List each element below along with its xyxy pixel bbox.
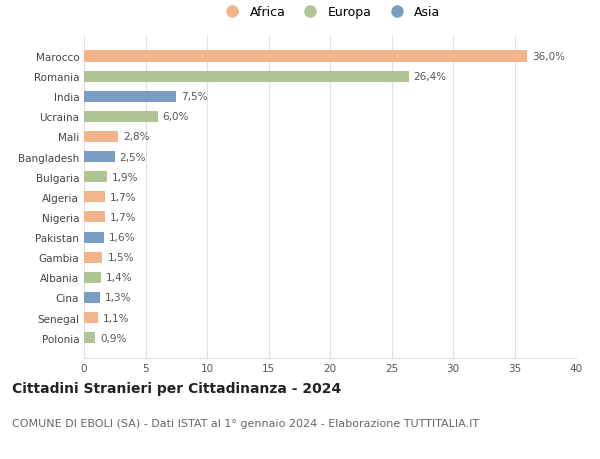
Text: 26,4%: 26,4% <box>413 72 447 82</box>
Text: 6,0%: 6,0% <box>163 112 189 122</box>
Bar <box>84 132 118 143</box>
Bar <box>84 212 105 223</box>
Text: 1,4%: 1,4% <box>106 273 133 283</box>
Bar <box>84 312 98 323</box>
Bar <box>84 292 100 303</box>
Text: 7,5%: 7,5% <box>181 92 208 102</box>
Text: 1,7%: 1,7% <box>110 213 136 223</box>
Text: 2,5%: 2,5% <box>119 152 146 162</box>
Text: Cittadini Stranieri per Cittadinanza - 2024: Cittadini Stranieri per Cittadinanza - 2… <box>12 381 341 395</box>
Text: 0,9%: 0,9% <box>100 333 127 343</box>
Legend: Africa, Europa, Asia: Africa, Europa, Asia <box>215 1 445 24</box>
Text: 1,1%: 1,1% <box>103 313 129 323</box>
Text: 1,6%: 1,6% <box>109 233 135 242</box>
Bar <box>84 192 105 203</box>
Text: 1,9%: 1,9% <box>112 172 139 182</box>
Bar <box>84 151 115 163</box>
Text: 1,5%: 1,5% <box>107 252 134 263</box>
Bar <box>84 91 176 102</box>
Bar <box>84 332 95 343</box>
Bar <box>84 252 103 263</box>
Bar <box>84 112 158 123</box>
Bar <box>84 51 527 62</box>
Bar <box>84 72 409 83</box>
Text: COMUNE DI EBOLI (SA) - Dati ISTAT al 1° gennaio 2024 - Elaborazione TUTTITALIA.I: COMUNE DI EBOLI (SA) - Dati ISTAT al 1° … <box>12 418 479 428</box>
Text: 1,3%: 1,3% <box>105 293 131 303</box>
Bar <box>84 172 107 183</box>
Bar <box>84 272 101 283</box>
Bar <box>84 232 104 243</box>
Text: 2,8%: 2,8% <box>124 132 150 142</box>
Text: 36,0%: 36,0% <box>532 52 565 62</box>
Text: 1,7%: 1,7% <box>110 192 136 202</box>
